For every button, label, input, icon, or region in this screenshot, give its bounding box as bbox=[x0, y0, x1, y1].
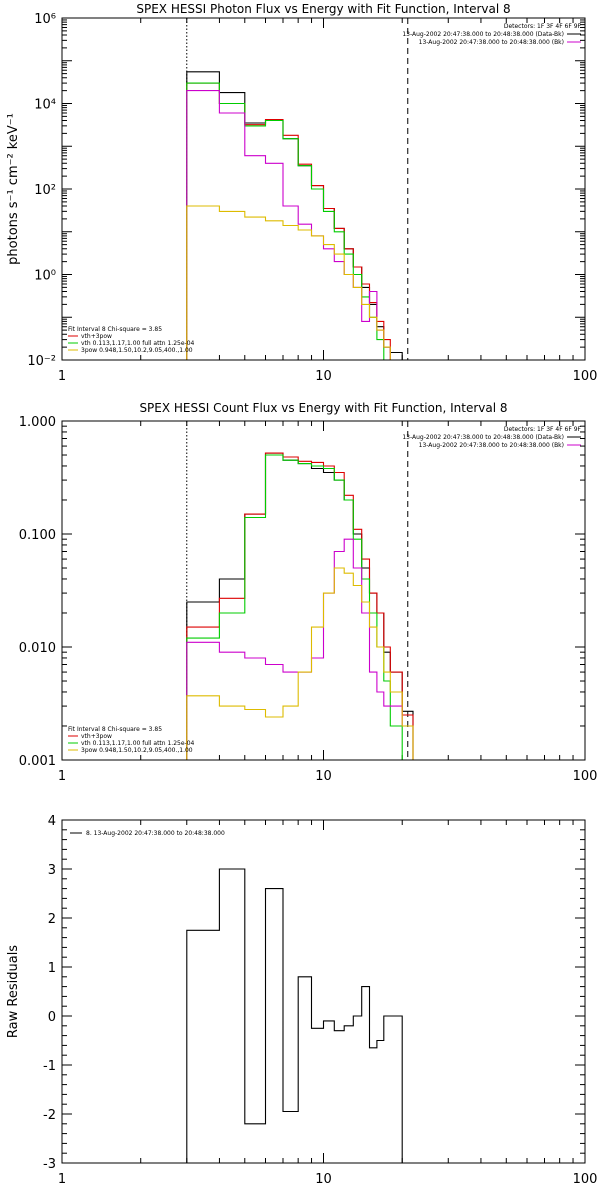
y-tick-label: -1 bbox=[43, 1059, 56, 1074]
legend-header: Detectors: 1F 3F 4F 6F 9F bbox=[504, 23, 582, 30]
series-line-4 bbox=[186, 538, 414, 760]
x-tick-label: 100 bbox=[573, 769, 598, 784]
y-tick-label: -2 bbox=[43, 1108, 56, 1123]
legend-header: Detectors: 1F 3F 4F 6F 9F bbox=[504, 426, 582, 433]
legend-entry: 8. 13-Aug-2002 20:47:38.000 to 20:48:38.… bbox=[86, 830, 225, 837]
y-tick-label: 4 bbox=[48, 814, 56, 829]
y-tick-label: 10⁶ bbox=[34, 12, 56, 27]
y-axis-label: photons s⁻¹ cm⁻² keV⁻¹ bbox=[6, 113, 21, 265]
x-tick-label: 1 bbox=[58, 769, 66, 784]
y-tick-label: 0.100 bbox=[19, 528, 56, 543]
x-tick-label: 1 bbox=[58, 369, 66, 384]
y-tick-label: 10⁴ bbox=[34, 98, 56, 113]
series-line-1 bbox=[186, 452, 414, 760]
fit-legend-entry: 3pow 0.948,1.50,10.2,9.05,400.,1.00 bbox=[81, 747, 193, 754]
y-tick-label: 10² bbox=[34, 183, 56, 198]
x-tick-label: 10 bbox=[315, 769, 332, 784]
y-tick-label: 10⁻² bbox=[27, 354, 56, 369]
y-tick-label: 0.010 bbox=[19, 641, 56, 656]
fit-legend-entry: vth 0.113,1.17,1.00 full attn 1.25e-04 bbox=[81, 740, 195, 747]
chart-title: SPEX HESSI Photon Flux vs Energy with Fi… bbox=[136, 2, 510, 16]
series-line-5 bbox=[186, 567, 414, 760]
series-line-2 bbox=[186, 452, 414, 760]
chart-panel-3: 1 10 100 -3 -2 -1 0 1 2 3 4 Raw Residuals 8. 13-Aug-… bbox=[6, 814, 597, 1187]
chart-panel-2: 1 10 100 0.001 0.010 0.100 1.000 Detectors: 1F … bbox=[19, 401, 598, 784]
plot-frame bbox=[61, 420, 586, 761]
legend-entry: 13-Aug-2002 20:47:38.000 to 20:48:38.000… bbox=[402, 434, 564, 441]
legend-entry: 13-Aug-2002 20:47:38.000 to 20:48:38.000… bbox=[419, 39, 564, 46]
series-line-3 bbox=[186, 454, 413, 760]
series-line-1 bbox=[186, 71, 413, 360]
fit-legend-entry: vth 0.113,1.17,1.00 full attn 1.25e-04 bbox=[81, 340, 195, 347]
y-tick-label: 10⁰ bbox=[34, 269, 56, 284]
chart-title: SPEX HESSI Count Flux vs Energy with Fit… bbox=[139, 401, 507, 415]
y-tick-label: 0.001 bbox=[19, 754, 56, 769]
y-tick-label: 2 bbox=[48, 912, 56, 927]
y-axis-label: Raw Residuals bbox=[6, 945, 21, 1038]
chart-panel-1: 1 10 100 10⁻² 10⁰ 10² 10⁴ 10⁶ photons s⁻¹ cm⁻² k… bbox=[6, 2, 597, 384]
series-line-4 bbox=[186, 90, 413, 360]
x-tick-label: 10 bbox=[315, 369, 332, 384]
legend-entry: 13-Aug-2002 20:47:38.000 to 20:48:38.000… bbox=[419, 442, 564, 449]
legend-entry: 13-Aug-2002 20:47:38.000 to 20:48:38.000… bbox=[402, 31, 564, 38]
y-tick-label: 3 bbox=[48, 863, 56, 878]
plot-frame bbox=[61, 819, 586, 1164]
series-line-5 bbox=[186, 205, 413, 360]
y-tick-label: 1.000 bbox=[19, 415, 56, 430]
series-line-1 bbox=[186, 868, 403, 1163]
y-tick-label: -3 bbox=[43, 1157, 56, 1172]
x-tick-label: 1 bbox=[58, 1172, 66, 1187]
plot-frame bbox=[61, 17, 586, 361]
fit-legend-entry: vth+3pow bbox=[81, 333, 112, 340]
fit-legend-header: Fit Interval 8 Chi-square = 3.85 bbox=[68, 326, 162, 333]
x-tick-label: 10 bbox=[315, 1172, 332, 1187]
y-tick-label: 0 bbox=[48, 1010, 56, 1025]
fit-legend-entry: 3pow 0.948,1.50,10.2,9.05,400.,1.00 bbox=[81, 347, 193, 354]
x-tick-label: 100 bbox=[573, 1172, 598, 1187]
y-tick-label: 1 bbox=[48, 961, 56, 976]
x-tick-label: 100 bbox=[573, 369, 598, 384]
series-line-3 bbox=[186, 82, 413, 360]
series-line-2 bbox=[186, 82, 413, 360]
fit-legend-header: Fit Interval 8 Chi-square = 3.85 bbox=[68, 726, 162, 733]
fit-legend-entry: vth+3pow bbox=[81, 733, 112, 740]
